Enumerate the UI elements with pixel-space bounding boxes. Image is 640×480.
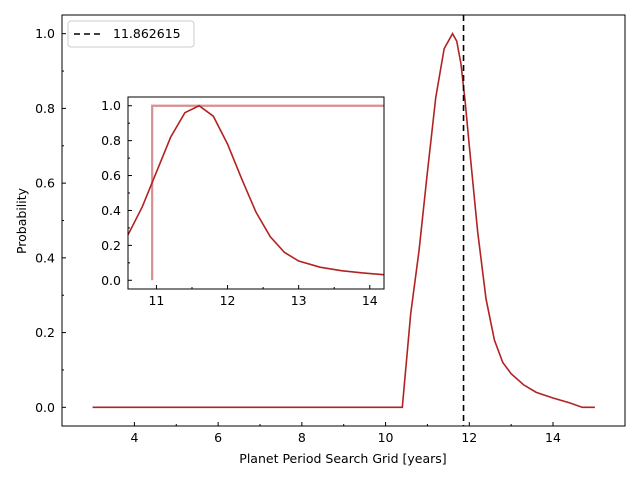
inset-y-tick-label: 1.0	[101, 98, 121, 113]
main-y-tick-label: 1.0	[35, 26, 55, 41]
main-x-tick-label: 8	[298, 430, 306, 445]
inset-plot-frame	[127, 96, 385, 290]
legend-label: 11.862615	[113, 26, 181, 41]
inset-x-tick-label: 13	[291, 293, 307, 308]
y-axis-label: Probability	[14, 187, 29, 254]
inset-x-tick-label: 14	[362, 293, 378, 308]
inset-y-tick-label: 0.2	[101, 238, 121, 253]
inset-step-line	[151, 104, 384, 281]
inset-x-tick-label: 11	[148, 293, 164, 308]
main-y-tick-label: 0.2	[35, 325, 55, 340]
inset-series-line	[127, 104, 385, 276]
inset-ticks: 11 12 13 14 0.0 0.2 0.4 0.6 0.8 1.0	[101, 98, 378, 308]
main-y-tick-label: 0.0	[35, 400, 55, 415]
inset-y-tick-label: 0.8	[101, 133, 121, 148]
legend: 11.862615	[67, 20, 195, 48]
inset-background	[128, 97, 384, 289]
inset-y-tick-label: 0.6	[101, 168, 121, 183]
main-series-line	[92, 32, 595, 409]
main-x-tick-label: 10	[378, 430, 394, 445]
main-x-tick-label: 6	[214, 430, 222, 445]
inset-x-tick-label: 12	[220, 293, 236, 308]
legend-box	[67, 20, 195, 48]
main-x-tick-label: 12	[461, 430, 477, 445]
inset-y-tick-label: 0.4	[101, 203, 121, 218]
main-x-tick-label: 14	[545, 430, 561, 445]
main-ticks: 4 6 8 10 12 14 0.0 0.2 0.4 0.6 0.8 1.0	[35, 26, 561, 445]
inset-y-tick-label: 0.0	[101, 273, 121, 288]
x-axis-label: Planet Period Search Grid [years]	[239, 451, 446, 466]
main-y-tick-label: 0.8	[35, 101, 55, 116]
main-y-tick-label: 0.6	[35, 176, 55, 191]
main-y-tick-label: 0.4	[35, 250, 55, 265]
main-x-tick-label: 4	[130, 430, 138, 445]
